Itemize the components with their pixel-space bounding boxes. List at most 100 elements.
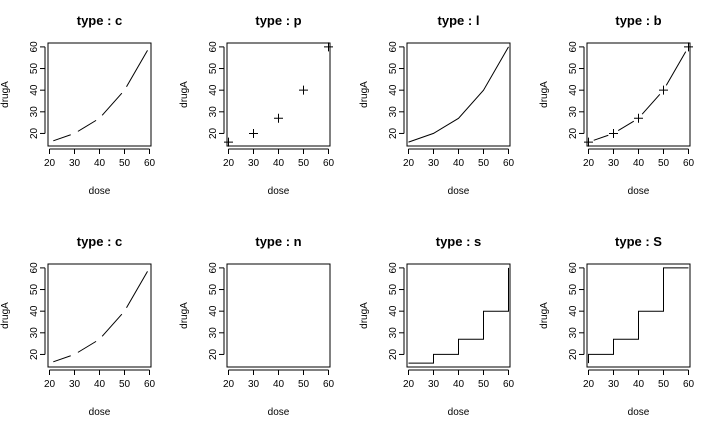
plot-frame bbox=[586, 263, 691, 368]
line-segment bbox=[126, 50, 148, 87]
x-tick-label: 30 bbox=[69, 379, 81, 390]
plot-frame bbox=[226, 42, 331, 147]
chart-title: type : c bbox=[77, 13, 123, 28]
chart-panel: type : n 20 30 40 50 60 dose 20 30 40 50 60 drugA bbox=[179, 234, 334, 418]
x-axis: 20 30 40 50 60 bbox=[223, 148, 335, 169]
y-axis: 20 30 40 50 60 bbox=[29, 262, 46, 360]
data-point bbox=[634, 113, 643, 123]
line-segment bbox=[53, 134, 71, 142]
x-tick-label: 20 bbox=[223, 379, 235, 390]
data-series bbox=[53, 50, 148, 142]
x-tick-label: 40 bbox=[94, 158, 106, 169]
y-tick-label: 60 bbox=[29, 262, 40, 274]
x-tick-label: 40 bbox=[453, 158, 465, 169]
plot-frame bbox=[586, 42, 691, 147]
y-tick-label: 30 bbox=[568, 327, 579, 339]
x-tick-label: 40 bbox=[453, 379, 465, 390]
y-tick-label: 30 bbox=[29, 106, 40, 118]
y-tick-label: 50 bbox=[208, 284, 219, 296]
y-tick-label: 60 bbox=[568, 41, 579, 53]
line-segment bbox=[593, 134, 609, 141]
y-axis: 20 30 40 50 60 bbox=[208, 41, 225, 139]
y-tick-label: 40 bbox=[208, 84, 219, 96]
y-tick-label: 30 bbox=[388, 106, 399, 118]
y-tick-label: 60 bbox=[388, 262, 399, 274]
y-tick-label: 20 bbox=[568, 127, 579, 139]
x-axis-label: dose bbox=[628, 186, 650, 197]
chart-panel: type : c 20 30 40 50 60 dose 20 30 40 50 60 drugA bbox=[0, 234, 155, 418]
x-tick-label: 20 bbox=[583, 379, 595, 390]
step-line bbox=[588, 267, 689, 364]
x-tick-label: 60 bbox=[323, 158, 335, 169]
data-point bbox=[659, 85, 668, 95]
plot-frame bbox=[406, 263, 511, 368]
x-tick-label: 20 bbox=[583, 158, 595, 169]
y-tick-label: 60 bbox=[568, 262, 579, 274]
line-segment bbox=[617, 120, 635, 132]
data-series bbox=[584, 42, 693, 147]
x-tick-label: 50 bbox=[658, 379, 670, 390]
y-tick-label: 40 bbox=[208, 305, 219, 317]
chart-panel: type : l 20 30 40 50 60 dose 20 30 40 50 60 drugA bbox=[359, 13, 514, 197]
x-tick-label: 50 bbox=[478, 379, 490, 390]
line-segment bbox=[77, 119, 97, 132]
x-axis: 20 30 40 50 60 bbox=[44, 148, 156, 169]
y-axis: 20 30 40 50 60 bbox=[388, 262, 405, 360]
y-tick-label: 50 bbox=[29, 284, 40, 296]
data-point bbox=[274, 113, 283, 123]
data-point bbox=[609, 128, 618, 138]
chart-panel: type : c 20 30 40 50 60 dose 20 30 40 50 60 drugA bbox=[0, 13, 155, 197]
chart-title: type : S bbox=[615, 234, 662, 249]
x-tick-label: 50 bbox=[298, 158, 310, 169]
data-point bbox=[684, 42, 693, 52]
plot-frame bbox=[47, 42, 152, 147]
x-tick-label: 50 bbox=[119, 158, 131, 169]
x-tick-label: 40 bbox=[273, 379, 285, 390]
x-tick-label: 60 bbox=[503, 158, 515, 169]
y-tick-label: 20 bbox=[568, 348, 579, 360]
x-tick-label: 60 bbox=[683, 158, 695, 169]
y-axis-label: drugA bbox=[539, 302, 550, 329]
step-line bbox=[408, 267, 509, 364]
x-tick-label: 30 bbox=[428, 158, 440, 169]
y-tick-label: 20 bbox=[388, 127, 399, 139]
y-tick-label: 30 bbox=[208, 106, 219, 118]
y-tick-label: 60 bbox=[29, 41, 40, 53]
x-tick-label: 30 bbox=[248, 379, 260, 390]
line-segment bbox=[53, 355, 71, 363]
x-tick-label: 60 bbox=[144, 158, 156, 169]
x-tick-label: 30 bbox=[608, 379, 620, 390]
y-tick-label: 50 bbox=[388, 63, 399, 75]
y-axis-label: drugA bbox=[0, 81, 11, 108]
y-axis-label: drugA bbox=[179, 81, 190, 108]
chart-title: type : l bbox=[438, 13, 480, 28]
plot-frame bbox=[226, 263, 331, 368]
x-axis: 20 30 40 50 60 bbox=[44, 369, 155, 390]
y-tick-label: 50 bbox=[29, 63, 40, 75]
y-tick-label: 40 bbox=[568, 84, 579, 96]
y-tick-label: 60 bbox=[208, 41, 219, 53]
y-tick-label: 50 bbox=[388, 284, 399, 296]
data-series bbox=[53, 271, 148, 363]
line-segment bbox=[641, 93, 661, 115]
chart-panel: type : S 20 30 40 50 60 dose 20 30 40 50 60 drugA bbox=[539, 234, 694, 418]
y-axis: 20 30 40 50 60 bbox=[29, 41, 46, 139]
x-tick-label: 60 bbox=[323, 379, 335, 390]
data-point bbox=[224, 137, 233, 147]
x-tick-label: 50 bbox=[478, 158, 490, 169]
chart-title: type : b bbox=[615, 13, 661, 28]
x-tick-label: 60 bbox=[503, 379, 515, 390]
y-tick-label: 40 bbox=[568, 305, 579, 317]
x-axis: 20 30 40 50 60 bbox=[403, 148, 515, 169]
y-tick-label: 30 bbox=[208, 327, 219, 339]
y-tick-label: 20 bbox=[29, 127, 40, 139]
y-tick-label: 40 bbox=[29, 84, 40, 96]
y-tick-label: 60 bbox=[388, 41, 399, 53]
y-axis-label: drugA bbox=[0, 302, 11, 329]
x-tick-label: 30 bbox=[608, 158, 620, 169]
x-tick-label: 40 bbox=[633, 379, 645, 390]
x-tick-label: 20 bbox=[403, 158, 415, 169]
y-tick-label: 50 bbox=[208, 63, 219, 75]
data-point bbox=[324, 42, 333, 52]
y-axis-label: drugA bbox=[539, 81, 550, 108]
